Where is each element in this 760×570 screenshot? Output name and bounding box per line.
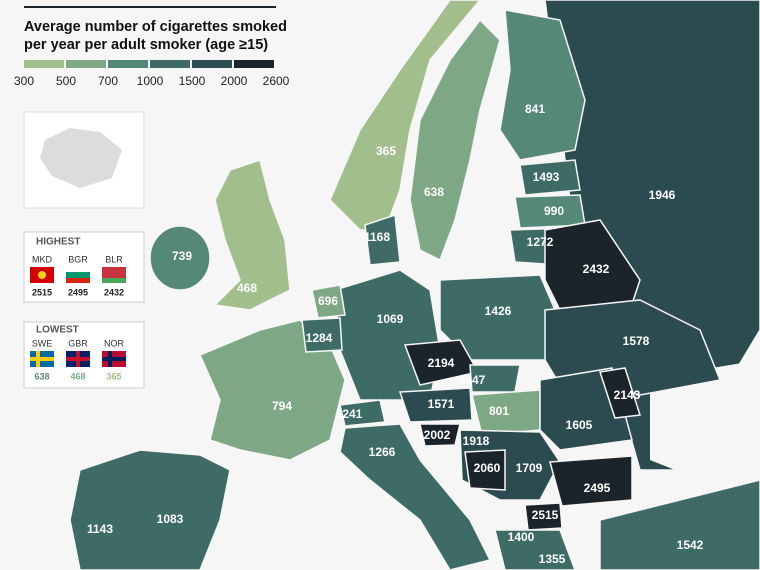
value-label: 2495 <box>584 481 611 495</box>
flag <box>30 357 54 361</box>
panel-heading: LOWEST <box>36 325 79 336</box>
value-label: 2143 <box>614 388 641 402</box>
country-code: SWE <box>32 338 53 348</box>
legend-label: 1500 <box>179 74 206 88</box>
value-label: 841 <box>525 102 545 116</box>
flag <box>38 271 46 279</box>
flag <box>102 357 126 361</box>
value-label: 1426 <box>485 304 512 318</box>
country-value: 2432 <box>104 287 124 297</box>
value-label: 1272 <box>527 235 554 249</box>
lowest-panel: LOWEST SWE 638 GBR 468 NOR 365 <box>23 321 145 389</box>
value-label: 801 <box>489 404 509 418</box>
legend-swatch <box>150 60 190 68</box>
value-label: 2515 <box>532 508 559 522</box>
country-code: BGR <box>68 254 88 264</box>
legend: 300 500 700 1000 1500 2000 2600 <box>14 60 290 88</box>
value-label: 794 <box>272 399 292 413</box>
value-label: 1542 <box>677 538 704 552</box>
legend-label: 1000 <box>137 74 164 88</box>
legend-label: 2600 <box>263 74 290 88</box>
legend-swatch <box>108 60 148 68</box>
value-label: 2432 <box>583 262 610 276</box>
value-label: 2002 <box>424 428 451 442</box>
value-label: 1168 <box>364 230 390 244</box>
legend-label: 700 <box>98 74 118 88</box>
country-value: 638 <box>34 371 49 381</box>
value-label: 1605 <box>566 418 593 432</box>
legend-swatch <box>66 60 106 68</box>
value-label: 1918 <box>463 434 490 448</box>
value-label: 1069 <box>377 312 404 326</box>
legend-label: 300 <box>14 74 34 88</box>
country-value: 2515 <box>32 287 52 297</box>
value-label: 365 <box>376 144 396 158</box>
panel-heading: HIGHEST <box>36 237 80 248</box>
legend-swatch <box>24 60 64 68</box>
country-value: 365 <box>106 371 121 381</box>
legend-label: 500 <box>56 74 76 88</box>
value-label: 1083 <box>157 512 184 526</box>
value-label: 1946 <box>649 188 676 202</box>
value-label: 990 <box>544 204 564 218</box>
country-code: GBR <box>68 338 88 348</box>
country-code: BLR <box>105 254 123 264</box>
title-line: Average number of cigarettes smoked <box>24 19 287 35</box>
value-label: 2194 <box>428 356 455 370</box>
land <box>69 0 760 570</box>
value-label: 1266 <box>369 445 396 459</box>
legend-swatch <box>192 60 232 68</box>
title: Average number of cigarettes smoked per … <box>24 19 287 53</box>
rule <box>24 6 276 8</box>
value-label: 1284 <box>306 331 333 345</box>
value-label: 1571 <box>428 397 455 411</box>
value-label: 1447 <box>459 373 486 387</box>
legend-swatch <box>234 60 274 68</box>
value-label: 1241 <box>336 407 363 421</box>
country-value: 468 <box>70 371 85 381</box>
value-label: 1400 <box>508 530 535 544</box>
value-label: 468 <box>237 281 257 295</box>
value-label: 1355 <box>539 552 566 566</box>
value-label: 1578 <box>623 334 650 348</box>
legend-label: 2000 <box>221 74 248 88</box>
flag <box>66 278 90 283</box>
country-code: MKD <box>32 254 53 264</box>
value-label: 739 <box>172 249 192 263</box>
flag <box>102 278 126 283</box>
value-label: 638 <box>424 185 444 199</box>
highest-panel: HIGHEST MKD 2515 BGR 2495 BLR 2432 <box>23 231 145 303</box>
value-label: 696 <box>318 294 338 308</box>
country-value: 2495 <box>68 287 88 297</box>
iceland <box>40 128 122 188</box>
flag <box>66 357 90 361</box>
value-label: 1493 <box>533 170 560 184</box>
country-code: NOR <box>104 338 125 348</box>
value-label: 2060 <box>474 461 501 475</box>
value-labels: 841 365 638 1493 1946 990 1168 1272 739 2432 468 69… <box>87 102 704 566</box>
title-line: per year per adult smoker (age ≥15) <box>24 37 268 53</box>
value-label: 1143 <box>87 522 113 536</box>
flag <box>66 272 90 278</box>
value-label: 1709 <box>516 461 543 475</box>
